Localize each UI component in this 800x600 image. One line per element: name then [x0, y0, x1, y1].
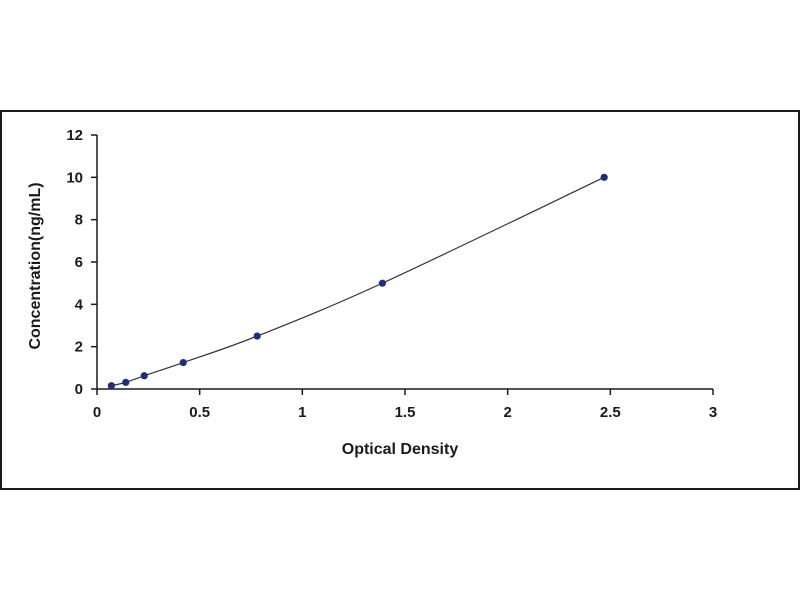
data-point — [253, 332, 261, 340]
axes — [96, 135, 713, 390]
y-tick-label: 2 — [75, 339, 83, 356]
x-axis-title: Optical Density — [342, 441, 459, 458]
chart-plot: 0 0.5 1 1.5 2 2.5 3 0 2 4 6 8 10 12 Optical Density C… — [27, 127, 717, 458]
y-tick-label: 10 — [66, 169, 83, 186]
x-tick-label: 3 — [709, 404, 717, 421]
y-tick-label: 6 — [75, 254, 83, 271]
y-axis-title: Concentration(ng/mL) — [27, 182, 44, 349]
data-point — [179, 358, 187, 367]
y-tick-label: 8 — [75, 212, 83, 229]
x-tick-label: 0 — [93, 404, 101, 421]
data-point — [140, 372, 148, 380]
y-tick-label: 0 — [75, 381, 83, 398]
x-tick-label: 0.5 — [189, 404, 210, 421]
y-tick-label: 12 — [66, 127, 83, 144]
x-tick-label: 1 — [298, 404, 306, 421]
data-point — [107, 382, 115, 390]
fit-curve — [111, 176, 605, 387]
x-tick-label: 1.5 — [395, 404, 416, 421]
chart-frame: 0 0.5 1 1.5 2 2.5 3 0 2 4 6 8 10 12 Optical Density C… — [0, 110, 800, 490]
x-tick-label: 2 — [503, 404, 511, 421]
x-tick-label: 2.5 — [600, 404, 621, 421]
data-point — [600, 173, 608, 181]
data-point — [122, 378, 130, 386]
data-point — [378, 279, 387, 287]
y-tick-label: 4 — [75, 296, 84, 313]
